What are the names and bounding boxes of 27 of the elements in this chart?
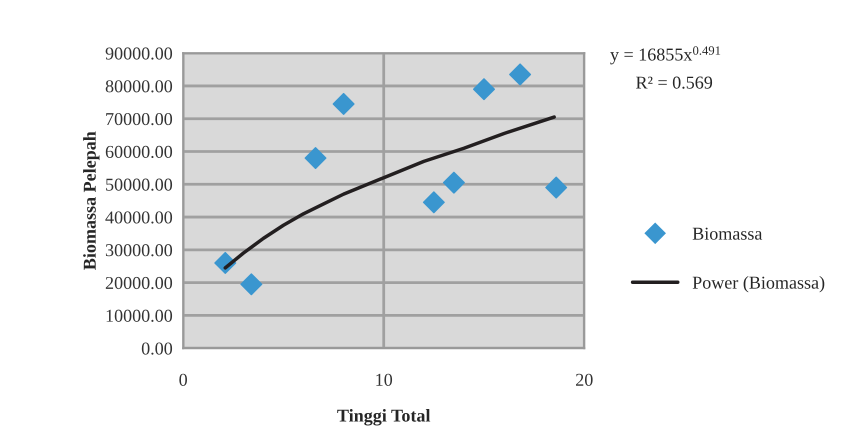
x-tick-label: 0	[179, 374, 187, 386]
y-tick-label: 80000.00	[106, 80, 172, 92]
point	[304, 147, 327, 170]
y-tick-label: 40000.00	[105, 211, 172, 224]
legend-label: Biomassa	[692, 228, 762, 240]
y-tick-label: 90000.00	[106, 47, 172, 60]
y-tick-label: 30000.00	[106, 244, 172, 256]
y-tick-label: 20000.00	[106, 276, 172, 290]
y-tick-label: 70000.00	[106, 112, 172, 126]
x-axis-title: Tinggi Total	[337, 409, 430, 426]
text: y = 16855x$^{0.491}$	[610, 46, 720, 64]
y-tick-label: 0.00	[142, 342, 172, 355]
point	[240, 273, 262, 296]
point	[442, 172, 465, 194]
x-tick-label: 10	[376, 374, 392, 386]
x-tick-label: 20	[576, 374, 593, 386]
y-axis-title: Biomassa Pelepah	[83, 131, 100, 270]
point	[545, 176, 568, 199]
y-tick-label: 60000.00	[106, 146, 172, 158]
text: R² = 0.569	[636, 76, 712, 89]
y-tick-label: 50000.00	[106, 178, 172, 191]
point	[473, 78, 495, 100]
point	[422, 191, 445, 214]
point	[332, 92, 355, 115]
y-tick-label: 10000.00	[106, 310, 172, 322]
point	[509, 63, 532, 86]
legend-label: Power (Biomassa)	[692, 276, 824, 292]
